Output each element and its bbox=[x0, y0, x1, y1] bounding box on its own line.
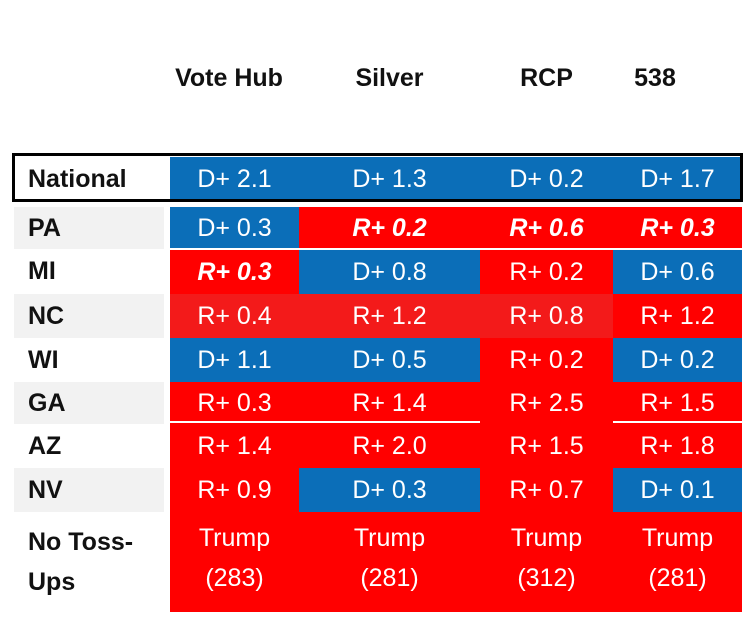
separator-pa-mi bbox=[170, 248, 742, 250]
cell-mi-silver: D+ 0.8 bbox=[299, 249, 480, 294]
separator-ga-az-left bbox=[170, 421, 480, 423]
cell-no-toss-ups-silver: Trump (281) bbox=[299, 512, 480, 612]
cell-national-rcp: D+ 0.2 bbox=[480, 157, 613, 201]
cell-national-538: D+ 1.7 bbox=[613, 157, 742, 201]
cell-wi-vote-hub: D+ 1.1 bbox=[170, 338, 299, 382]
column-header-vote-hub: Vote Hub bbox=[175, 64, 283, 92]
row-label-nc: NC bbox=[14, 294, 164, 338]
cell-mi-vote-hub: R+ 0.3 bbox=[170, 249, 299, 294]
row-label-no-toss-ups: No Toss- Ups bbox=[28, 528, 134, 596]
cell-no-toss-ups-538: Trump (281) bbox=[613, 512, 742, 612]
cell-mi-538: D+ 0.6 bbox=[613, 249, 742, 294]
cell-national-vote-hub: D+ 2.1 bbox=[170, 157, 299, 201]
cell-nc-538: R+ 1.2 bbox=[613, 294, 742, 338]
cell-pa-vote-hub: D+ 0.3 bbox=[170, 207, 299, 249]
column-header-538: 538 bbox=[634, 64, 676, 92]
cell-wi-silver: D+ 0.5 bbox=[299, 338, 480, 382]
row-label-mi: MI bbox=[28, 257, 56, 285]
cell-nc-vote-hub: R+ 0.4 bbox=[170, 294, 299, 338]
cell-wi-538: D+ 0.2 bbox=[613, 338, 742, 382]
cell-nv-538: D+ 0.1 bbox=[613, 468, 742, 512]
cell-pa-rcp: R+ 0.6 bbox=[480, 207, 613, 249]
cell-national-silver: D+ 1.3 bbox=[299, 157, 480, 201]
cell-ga-rcp: R+ 2.5 bbox=[480, 382, 613, 424]
cell-ga-vote-hub: R+ 0.3 bbox=[170, 382, 299, 424]
cell-ga-538: R+ 1.5 bbox=[613, 382, 742, 424]
row-label-national: National bbox=[28, 165, 127, 193]
cell-nc-rcp: R+ 0.8 bbox=[480, 294, 613, 338]
row-label-az: AZ bbox=[28, 432, 62, 460]
row-label-nv: NV bbox=[14, 468, 164, 512]
cell-no-toss-ups-rcp: Trump (312) bbox=[480, 512, 613, 612]
cell-az-rcp: R+ 1.5 bbox=[480, 424, 613, 468]
separator-ga-az-right bbox=[613, 421, 742, 423]
cell-az-538: R+ 1.8 bbox=[613, 424, 742, 468]
cell-no-toss-ups-vote-hub: Trump (283) bbox=[170, 512, 299, 612]
cell-nv-vote-hub: R+ 0.9 bbox=[170, 468, 299, 512]
cell-nv-rcp: R+ 0.7 bbox=[480, 468, 613, 512]
cell-ga-silver: R+ 1.4 bbox=[299, 382, 480, 424]
row-label-ga: GA bbox=[14, 382, 164, 424]
column-header-rcp: RCP bbox=[520, 64, 573, 92]
cell-wi-rcp: R+ 0.2 bbox=[480, 338, 613, 382]
cell-pa-silver: R+ 0.2 bbox=[299, 207, 480, 249]
column-header-silver: Silver bbox=[355, 64, 424, 92]
cell-nc-silver: R+ 1.2 bbox=[299, 294, 480, 338]
cell-az-vote-hub: R+ 1.4 bbox=[170, 424, 299, 468]
row-label-pa: PA bbox=[14, 207, 164, 249]
cell-pa-538: R+ 0.3 bbox=[613, 207, 742, 249]
cell-az-silver: R+ 2.0 bbox=[299, 424, 480, 468]
cell-mi-rcp: R+ 0.2 bbox=[480, 249, 613, 294]
row-label-wi: WI bbox=[28, 346, 59, 374]
cell-nv-silver: D+ 0.3 bbox=[299, 468, 480, 512]
